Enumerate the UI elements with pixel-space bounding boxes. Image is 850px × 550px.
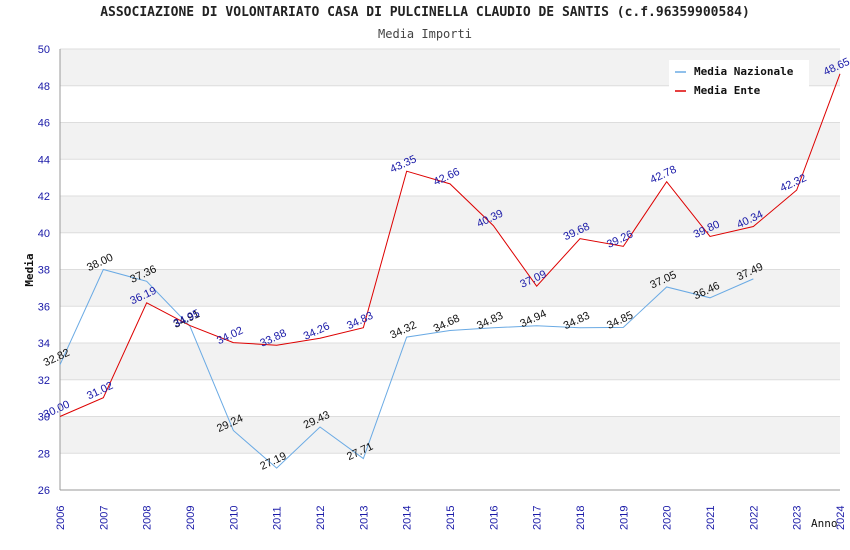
x-tick-label: 2007 bbox=[98, 506, 110, 530]
x-tick-label: 2024 bbox=[835, 506, 847, 530]
legend: Media Nazionale Media Ente bbox=[669, 60, 809, 97]
x-tick-label: 2011 bbox=[272, 506, 284, 530]
x-tick-label: 2015 bbox=[445, 506, 457, 530]
y-tick-label: 36 bbox=[38, 301, 50, 313]
y-tick-label: 50 bbox=[38, 44, 50, 56]
y-tick-label: 38 bbox=[38, 265, 50, 277]
x-tick-label: 2016 bbox=[488, 506, 500, 530]
series-line-nazionale bbox=[59, 268, 754, 469]
y-tick-label: 44 bbox=[38, 154, 50, 166]
grid-band bbox=[60, 196, 840, 233]
grid-band bbox=[60, 453, 840, 490]
x-tick-label: 2023 bbox=[792, 506, 804, 530]
legend-box bbox=[669, 60, 809, 88]
grid-band bbox=[60, 269, 840, 307]
x-tick-label: 2008 bbox=[142, 506, 154, 530]
chart-title: ASSOCIAZIONE DI VOLONTARIATO CASA DI PUL… bbox=[100, 5, 750, 20]
x-tick-label: 2009 bbox=[185, 506, 197, 530]
x-tick-label: 2017 bbox=[532, 506, 544, 530]
grid-band bbox=[60, 379, 840, 417]
grid-band bbox=[60, 306, 840, 343]
x-tick-label: 2020 bbox=[662, 506, 674, 530]
y-tick-label: 26 bbox=[38, 485, 50, 497]
y-tick-label: 32 bbox=[38, 375, 50, 387]
y-tick-label: 42 bbox=[38, 191, 50, 203]
y-axis-label: Media bbox=[23, 253, 36, 286]
x-tick-labels: 2006 2007 2008 2009 2010 2011 2012 2013 2014 2015… bbox=[55, 506, 847, 530]
series-lines bbox=[59, 73, 841, 469]
x-tick-label: 2010 bbox=[228, 506, 240, 530]
grid-band bbox=[60, 85, 840, 123]
x-axis-label: Anno bbox=[811, 517, 838, 530]
grid-band bbox=[60, 343, 840, 380]
y-tick-labels: 26 28 30 32 34 36 38 40 42 44 46 48 50 bbox=[38, 44, 50, 497]
x-tick-label: 2012 bbox=[315, 506, 327, 530]
x-tick-label: 2022 bbox=[748, 506, 760, 530]
y-tick-label: 40 bbox=[38, 228, 50, 240]
legend-label-nazionale: Media Nazionale bbox=[694, 65, 794, 78]
x-tick-label: 2018 bbox=[575, 506, 587, 530]
grid-band bbox=[60, 122, 840, 160]
x-tick-label: 2013 bbox=[358, 506, 370, 530]
grid-band bbox=[60, 159, 840, 196]
y-tick-label: 48 bbox=[38, 81, 50, 93]
chart-subtitle: Media Importi bbox=[378, 27, 472, 41]
x-tick-label: 2014 bbox=[402, 506, 414, 530]
y-tick-label: 34 bbox=[38, 338, 50, 350]
series-line-ente bbox=[59, 73, 841, 417]
legend-label-ente: Media Ente bbox=[694, 84, 761, 97]
grid-band bbox=[60, 416, 840, 454]
y-tick-label: 28 bbox=[38, 448, 50, 460]
grid-band bbox=[60, 232, 840, 270]
y-tick-label: 30 bbox=[38, 412, 50, 424]
y-tick-label: 46 bbox=[38, 118, 50, 130]
x-tick-label: 2019 bbox=[618, 506, 630, 530]
grid-lines bbox=[60, 48, 840, 491]
x-tick-label: 2021 bbox=[705, 506, 717, 530]
x-tick-label: 2006 bbox=[55, 506, 67, 530]
